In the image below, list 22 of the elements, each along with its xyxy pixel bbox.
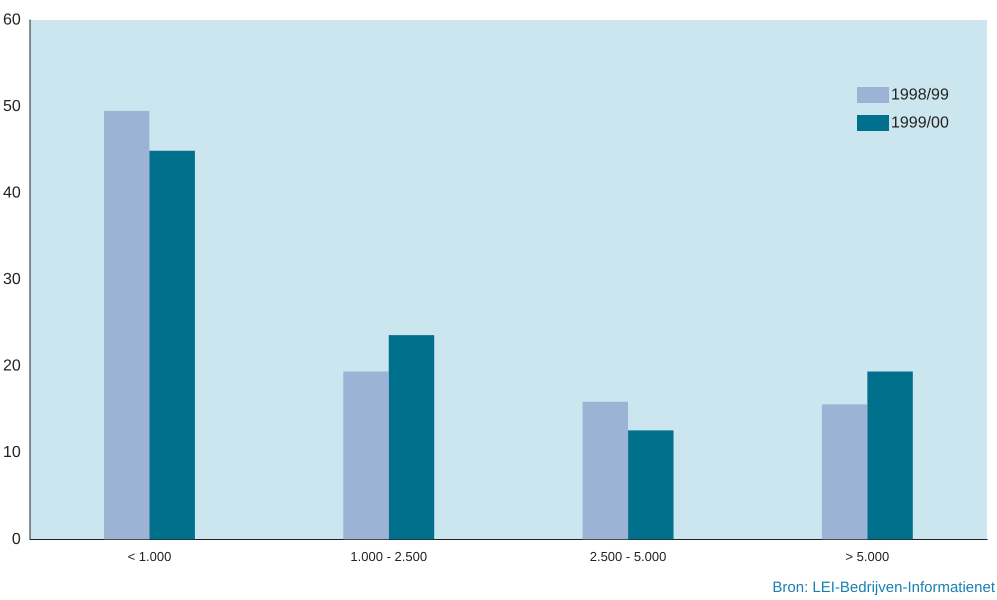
y-tick-label: 40 — [3, 184, 21, 202]
bar — [582, 402, 628, 540]
bar — [104, 110, 150, 540]
bar — [628, 430, 674, 540]
legend-label: 1998/99 — [891, 86, 949, 104]
x-tick-label: 2.500 - 5.000 — [590, 548, 666, 564]
bar — [343, 371, 389, 540]
text: Bron: LEI-Bedrijven-Informatienet — [772, 579, 995, 596]
x-tick-label: 1.000 - 2.500 — [350, 548, 428, 564]
bar — [822, 404, 868, 540]
y-tick-label: 50 — [3, 98, 21, 115]
y-tick-label: 10 — [3, 444, 21, 462]
bar — [388, 335, 434, 540]
legend-label: 1999/00 — [891, 114, 949, 132]
x-tick-label: > 5.000 — [845, 548, 890, 564]
bar — [149, 150, 195, 540]
x-tick-label: < 1.000 — [128, 548, 172, 564]
y-tick-label: 30 — [3, 271, 21, 288]
bar — [867, 371, 913, 540]
y-tick-label: 0 — [12, 530, 21, 548]
y-tick-label: 20 — [3, 358, 21, 375]
y-tick-label: 60 — [3, 11, 21, 28]
